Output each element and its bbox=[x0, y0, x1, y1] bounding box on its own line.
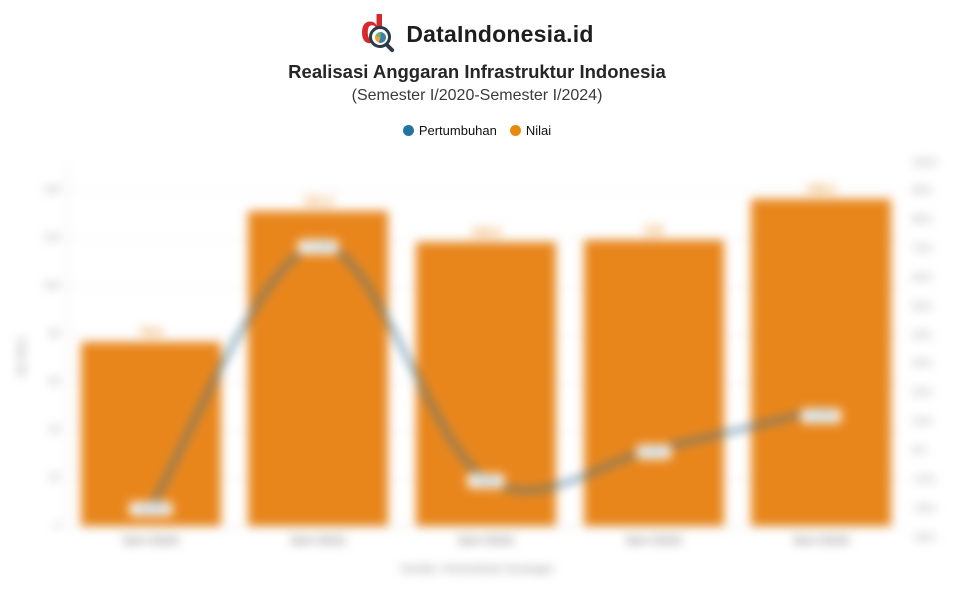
y-axis-right-tick: -10% bbox=[912, 474, 936, 486]
bar-sem-i-2024 bbox=[751, 199, 892, 526]
chart-subtitle: (Semester I/2020-Semester I/2024) bbox=[351, 87, 603, 104]
x-axis-line bbox=[67, 526, 905, 527]
y-axis-left-tick: 40 bbox=[48, 424, 60, 436]
mini-pie-chart-icon bbox=[374, 31, 386, 43]
y-axis-right-tick: 60% bbox=[912, 272, 933, 284]
y-axis-right-tick: -20% bbox=[912, 503, 936, 515]
magnifier-handle-icon bbox=[385, 43, 396, 53]
legend-dot-pertumbuhan bbox=[402, 125, 414, 136]
bar-sem-i-2020 bbox=[80, 342, 221, 526]
y-axis-left-tick: 80 bbox=[48, 328, 60, 340]
y-axis-left-tick: 0 bbox=[54, 520, 60, 532]
chart-area: Rp triliun 140 120 100 80 60 40 20 0 100% 90% 80% 7… bbox=[0, 150, 954, 596]
growth-point-label: 14,4% bbox=[801, 409, 842, 424]
y-axis-line bbox=[67, 160, 68, 526]
y-axis-left-tick: 120 bbox=[43, 232, 60, 244]
y-axis-left-tick: 20 bbox=[48, 472, 60, 484]
y-axis-right-tick: 40% bbox=[912, 330, 933, 342]
x-axis-label: Sem I/2020 bbox=[122, 535, 179, 547]
legend: Pertumbuhan Nilai bbox=[0, 123, 954, 138]
y-axis-right-tick: 0% bbox=[912, 445, 927, 457]
y-axis-left-tick: 100 bbox=[43, 280, 60, 292]
gridline bbox=[67, 238, 905, 239]
magnifier-icon bbox=[369, 26, 392, 48]
bar-sem-i-2023 bbox=[583, 240, 724, 526]
bar-value-label: 131,2 bbox=[303, 194, 334, 209]
bar-value-label: 118,4 bbox=[471, 224, 501, 239]
legend-item-pertumbuhan: Pertumbuhan bbox=[402, 123, 497, 138]
source-note: Sumber: Kementerian Keuangan bbox=[400, 563, 554, 575]
bar-value-label: 76,6 bbox=[139, 325, 163, 340]
gridline bbox=[67, 190, 905, 191]
x-axis-label: Sem I/2022 bbox=[457, 535, 515, 547]
y-axis-right-tick: 50% bbox=[912, 301, 933, 313]
y-axis-left-tick: 140 bbox=[43, 184, 60, 196]
y-axis-right-tick: 90% bbox=[912, 185, 933, 197]
left-axis-title: Rp triliun bbox=[16, 336, 28, 377]
y-axis-right-tick: 80% bbox=[912, 214, 933, 226]
bar-value-label: 119 bbox=[643, 223, 664, 238]
brand-logo: d bbox=[360, 8, 396, 54]
growth-point-label: 71,3% bbox=[298, 240, 339, 255]
brand-row: d DataIndonesia.id bbox=[0, 8, 954, 55]
growth-point-label: -9,8% bbox=[467, 474, 505, 489]
x-axis-label: Sem I/2021 bbox=[290, 535, 347, 547]
growth-point-label: 0,5% bbox=[636, 444, 671, 459]
growth-point-label: -19,3% bbox=[129, 501, 173, 516]
y-axis-right-tick: 10% bbox=[912, 416, 933, 428]
x-axis-label: Sem I/2024 bbox=[793, 535, 850, 547]
y-axis-right-tick: 30% bbox=[912, 358, 933, 370]
y-axis-right-tick: -30% bbox=[912, 532, 936, 544]
legend-item-nilai: Nilai bbox=[509, 123, 552, 138]
legend-dot-nilai bbox=[509, 125, 521, 136]
legend-label-pertumbuhan: Pertumbuhan bbox=[418, 123, 497, 138]
plot-area: Rp triliun 140 120 100 80 60 40 20 0 100% 90% 80% 7… bbox=[0, 150, 954, 596]
y-axis-right-tick: 70% bbox=[912, 243, 933, 255]
y-axis-left-tick: 60 bbox=[48, 376, 60, 388]
bar-sem-i-2021 bbox=[248, 211, 389, 526]
y-axis-right-tick: 20% bbox=[912, 387, 933, 399]
x-axis-label: Sem I/2023 bbox=[625, 535, 682, 547]
chart-title: Realisasi Anggaran Infrastruktur Indones… bbox=[288, 61, 666, 82]
brand-wordmark: DataIndonesia.id bbox=[406, 20, 594, 47]
bar-value-label: 136,1 bbox=[806, 182, 837, 197]
legend-label-nilai: Nilai bbox=[525, 123, 552, 138]
y-axis-right-tick: 100% bbox=[912, 157, 938, 169]
